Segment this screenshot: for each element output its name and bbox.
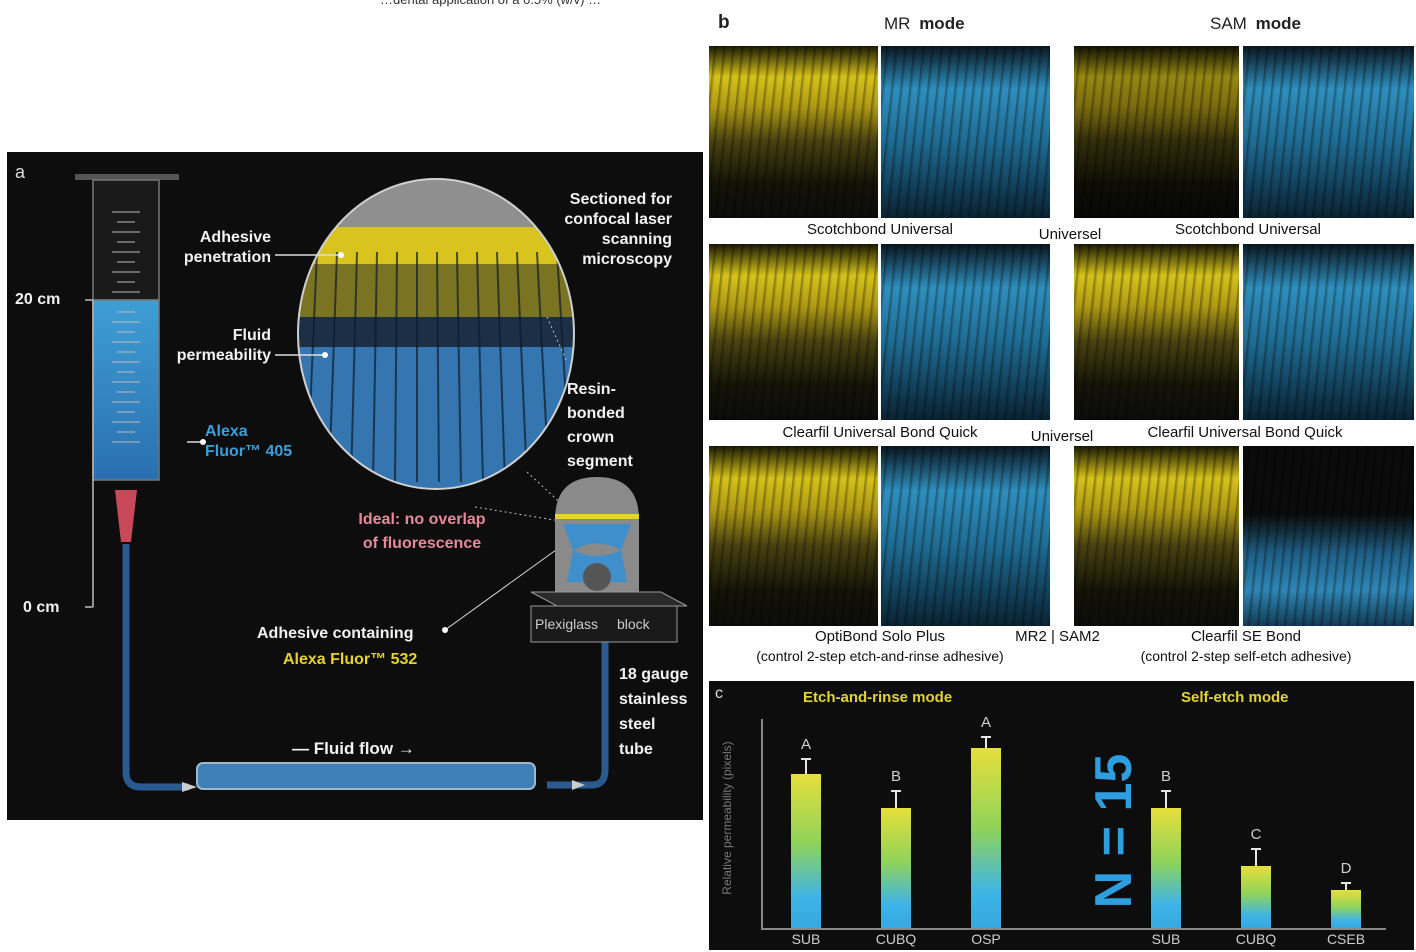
- caption-r1-right: Scotchbond Universal: [1175, 221, 1321, 238]
- top-caption: …dental application of a 0.5% (w/v) …: [380, 0, 700, 8]
- significance-letter: B: [890, 768, 901, 785]
- mode-mr-label: MR: [884, 14, 911, 33]
- caption-r1-mid: Universel: [1038, 226, 1102, 243]
- bar: [791, 774, 821, 928]
- caption-r3-mid: MR2 | SAM2: [1015, 628, 1100, 645]
- label-ideal: Ideal: no overlap of fluorescence: [358, 511, 486, 552]
- mode-sam-label: SAM: [1210, 14, 1247, 33]
- micrograph-circle: [298, 179, 574, 489]
- micrograph-r1-mr-yellow: [709, 46, 878, 218]
- error-bar: [1345, 882, 1347, 890]
- horizontal-tube: [196, 762, 536, 790]
- label-block: block: [617, 616, 650, 632]
- syringe-tip: [115, 490, 137, 542]
- tube-left: [122, 544, 189, 791]
- steel-tube: [547, 598, 609, 789]
- caption-r3-right-sub: (control 2-step self-etch adhesive): [1140, 648, 1352, 664]
- label-gauge: 18 gauge stainless steel tube: [619, 666, 689, 758]
- mode-word: mode: [919, 14, 965, 33]
- caption-r2-left: Clearfil Universal Bond Quick: [782, 424, 978, 441]
- bar: [1241, 866, 1271, 928]
- error-cap: [1251, 848, 1261, 850]
- label-alexa-405: Alexa Fluor™ 405: [205, 423, 293, 460]
- syringe-flange: [75, 174, 179, 180]
- error-bar: [895, 790, 897, 808]
- title-self-etch: Self-etch mode: [1181, 689, 1289, 706]
- panel-c-chart: c Etch-and-rinse mode Self-etch mode Rel…: [709, 681, 1414, 950]
- error-bar: [985, 736, 987, 748]
- label-plexiglass: Plexiglass: [535, 616, 599, 632]
- significance-letter: C: [1250, 826, 1262, 843]
- panel-a-illustration: a: [7, 152, 703, 820]
- x-tick-label: CSEB: [1326, 931, 1366, 947]
- error-cap: [981, 736, 991, 738]
- x-axis-line: [761, 928, 1386, 930]
- micrograph-r2-sam-yellow: [1074, 244, 1239, 420]
- crown-segment: [555, 477, 639, 592]
- error-cap: [801, 758, 811, 760]
- error-cap: [1161, 790, 1171, 792]
- micrograph-r2-mr-blue: [881, 244, 1050, 420]
- x-tick-label: OSP: [971, 931, 1001, 947]
- mode-mr-header: MR mode: [884, 14, 965, 34]
- label-resin-bonded: Resin- bonded crown segment: [567, 381, 633, 470]
- caption-r1-left: Scotchbond Universal: [807, 221, 953, 238]
- bar: [971, 748, 1001, 928]
- micrograph-r2-mr-yellow: [709, 244, 878, 420]
- micrograph-r3-sam-blue: [1243, 446, 1414, 626]
- label-0cm: 0 cm: [23, 599, 60, 616]
- mode-word: mode: [1255, 14, 1301, 33]
- caption-r3-right: Clearfil SE Bond: [1190, 628, 1302, 645]
- caption-r3-left: OptiBond Solo Plus: [814, 628, 946, 645]
- x-tick-label: SUB: [791, 931, 821, 947]
- bar: [1151, 808, 1181, 928]
- error-bar: [1165, 790, 1167, 808]
- label-alexa-532: Alexa Fluor™ 532: [283, 651, 418, 668]
- bars-container: A SUB B CUBQ A OSP B SUB C CUBQ D CSEB: [709, 681, 1414, 950]
- title-etch-and-rinse: Etch-and-rinse mode: [803, 689, 953, 706]
- micrograph-r1-mr-blue: [881, 46, 1050, 218]
- syringe-barrel-empty: [92, 179, 160, 301]
- caption-r2-mid: Universel: [1030, 428, 1094, 445]
- bar: [1331, 890, 1361, 928]
- significance-letter: B: [1160, 768, 1171, 785]
- error-bar: [805, 758, 807, 774]
- label-adhesive-containing: Adhesive containing: [257, 625, 414, 642]
- panel-b-letter: b: [718, 12, 730, 33]
- x-tick-label: SUB: [1151, 931, 1181, 947]
- label-20cm: 20 cm: [15, 291, 61, 308]
- panel-c-letter: c: [715, 685, 723, 702]
- error-cap: [891, 790, 901, 792]
- significance-letter: D: [1340, 860, 1352, 877]
- micrograph-r3-mr-blue: [881, 446, 1050, 626]
- caption-r2-right: Clearfil Universal Bond Quick: [1147, 424, 1343, 441]
- panel-a-letter: a: [15, 162, 26, 182]
- label-fluid-permeability: Fluid permeability: [176, 327, 271, 364]
- label-sectioned: Sectioned for confocal laser scanning mi…: [564, 191, 672, 268]
- micrograph-r1-sam-yellow: [1074, 46, 1239, 218]
- label-fluid-flow: — Fluid flow →: [292, 739, 415, 758]
- syringe-fluid: [92, 299, 160, 481]
- plexiglass-block: [530, 605, 678, 643]
- label-adhesive-penetration: Adhesive penetration: [183, 229, 271, 266]
- error-bar: [1255, 848, 1257, 866]
- x-tick-label: CUBQ: [875, 931, 917, 947]
- error-cap: [1341, 882, 1351, 884]
- micrograph-r3-mr-yellow: [709, 446, 878, 626]
- significance-letter: A: [800, 736, 811, 753]
- caption-r3-left-sub: (control 2-step etch-and-rinse adhesive): [756, 648, 1004, 664]
- bar: [881, 808, 911, 928]
- micrograph-r3-sam-yellow: [1074, 446, 1239, 626]
- micrograph-r2-sam-blue: [1243, 244, 1414, 420]
- mode-sam-header: SAM mode: [1210, 14, 1301, 34]
- micrograph-r1-sam-blue: [1243, 46, 1414, 218]
- x-tick-label: CUBQ: [1235, 931, 1277, 947]
- significance-letter: A: [980, 714, 991, 731]
- apparatus-diagram: [75, 174, 688, 792]
- y-axis-line: [761, 719, 763, 929]
